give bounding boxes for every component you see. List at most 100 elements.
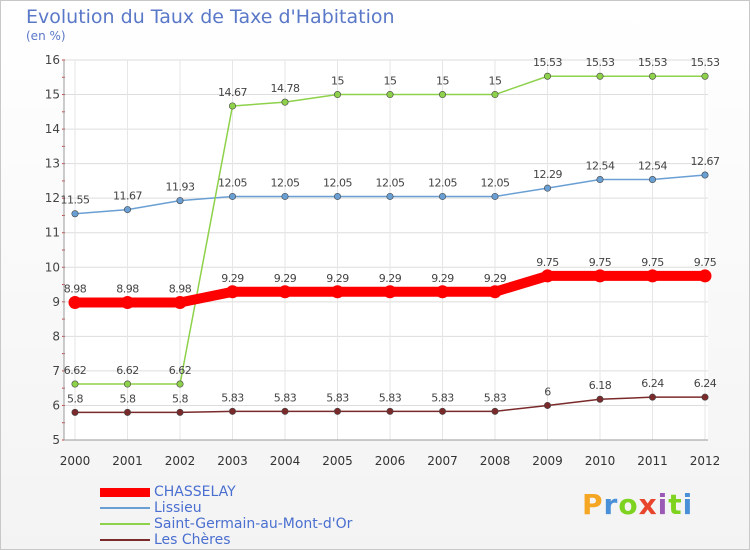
x-tick-label: 2002 <box>165 454 196 468</box>
data-label: 5.83 <box>326 391 349 404</box>
data-point <box>121 296 134 310</box>
data-point <box>543 72 551 80</box>
data-label: 5.83 <box>274 391 297 404</box>
data-label: 8.98 <box>116 283 139 296</box>
legend-swatch <box>100 487 150 497</box>
data-label: 9.29 <box>274 272 297 285</box>
data-label: 9.29 <box>326 272 349 285</box>
data-point <box>488 285 502 299</box>
data-point <box>281 192 289 200</box>
data-point <box>701 171 709 179</box>
data-point <box>176 380 184 388</box>
data-label: 6.62 <box>169 364 192 377</box>
logo-letter: P <box>582 488 604 521</box>
data-point <box>176 197 184 205</box>
x-tick-label: 2012 <box>690 454 721 468</box>
y-tick-label: 13 <box>45 157 60 171</box>
x-tick-label: 2006 <box>375 454 406 468</box>
data-point <box>383 285 397 299</box>
data-point <box>701 393 709 401</box>
data-label: 11.67 <box>113 190 142 203</box>
data-label: 12.05 <box>271 176 300 189</box>
data-label: 6.62 <box>64 364 87 377</box>
data-point <box>124 380 132 388</box>
data-label: 14.78 <box>271 82 300 95</box>
data-label: 12.54 <box>638 160 667 173</box>
y-tick-label: 5 <box>52 433 60 447</box>
data-point <box>698 269 712 283</box>
data-label: 9.29 <box>484 272 507 285</box>
data-point <box>331 285 344 299</box>
y-tick-label: 12 <box>45 191 60 205</box>
data-label: 6.62 <box>116 364 139 377</box>
plot-area <box>64 60 708 440</box>
data-point <box>648 176 656 184</box>
data-point <box>333 192 341 200</box>
data-label: 5.83 <box>221 391 244 404</box>
y-tick-label: 11 <box>45 226 60 240</box>
y-tick-label: 8 <box>52 329 60 343</box>
data-point <box>333 91 341 99</box>
proxiti-logo: Proxiti <box>582 488 693 521</box>
data-point <box>648 72 656 80</box>
chart-legend: CHASSELAY Lissieu Saint-Germain-au-Mont-d'… <box>100 484 352 548</box>
data-point <box>646 269 659 283</box>
data-label: 8.98 <box>64 283 87 296</box>
legend-label: Saint-Germain-au-Mont-d'Or <box>154 516 353 532</box>
data-label: 9.29 <box>379 272 402 285</box>
legend-label: Lissieu <box>154 500 202 516</box>
data-point <box>541 269 554 283</box>
data-label: 15 <box>331 75 344 88</box>
legend-swatch <box>100 507 150 509</box>
data-point <box>386 192 394 200</box>
logo-letter: r <box>603 488 619 521</box>
x-tick-label: 2000 <box>60 454 91 468</box>
legend-item: Saint-Germain-au-Mont-d'Or <box>100 516 352 532</box>
legend-item: CHASSELAY <box>100 484 352 500</box>
data-point <box>596 72 604 80</box>
legend-swatch <box>100 523 150 525</box>
data-label: 5.83 <box>431 391 454 404</box>
data-point <box>124 206 132 214</box>
data-label: 6 <box>544 385 551 398</box>
data-point <box>71 380 79 388</box>
legend-item: Lissieu <box>100 500 352 516</box>
data-label: 11.93 <box>166 181 195 194</box>
data-point <box>226 285 239 299</box>
data-point <box>648 393 656 401</box>
logo-letter: t <box>668 488 683 521</box>
data-point <box>491 91 499 99</box>
data-label: 9.75 <box>536 256 559 269</box>
data-label: 5.8 <box>120 392 136 405</box>
data-label: 15.53 <box>691 56 720 69</box>
data-label: 15 <box>384 75 397 88</box>
logo-letter: i <box>682 488 694 521</box>
data-label: 12.67 <box>691 155 720 168</box>
data-point <box>491 407 499 415</box>
data-point <box>71 408 79 416</box>
data-label: 12.05 <box>323 176 352 189</box>
x-tick-label: 2011 <box>637 454 668 468</box>
data-label: 9.75 <box>589 256 612 269</box>
data-point <box>596 176 604 184</box>
y-tick-label: 7 <box>52 364 60 378</box>
y-tick-label: 15 <box>45 88 60 102</box>
legend-swatch <box>100 539 150 541</box>
logo-letter: x <box>638 488 658 521</box>
y-tick-label: 14 <box>45 122 60 136</box>
data-point <box>173 296 187 310</box>
data-label: 12.05 <box>428 176 457 189</box>
y-tick-label: 6 <box>52 398 60 412</box>
legend-label: Les Chères <box>154 532 231 548</box>
data-point <box>438 407 446 415</box>
data-label: 12.05 <box>481 176 510 189</box>
data-point <box>543 184 551 192</box>
legend-item: Les Chères <box>100 532 352 548</box>
data-label: 12.05 <box>218 176 247 189</box>
chart-title: Evolution du Taux de Taxe d'Habitation <box>26 6 395 28</box>
data-label: 9.75 <box>694 256 717 269</box>
x-tick-label: 2010 <box>585 454 616 468</box>
y-tick-label: 16 <box>45 53 60 67</box>
chart-subtitle: (en %) <box>26 29 66 43</box>
data-point <box>176 408 184 416</box>
